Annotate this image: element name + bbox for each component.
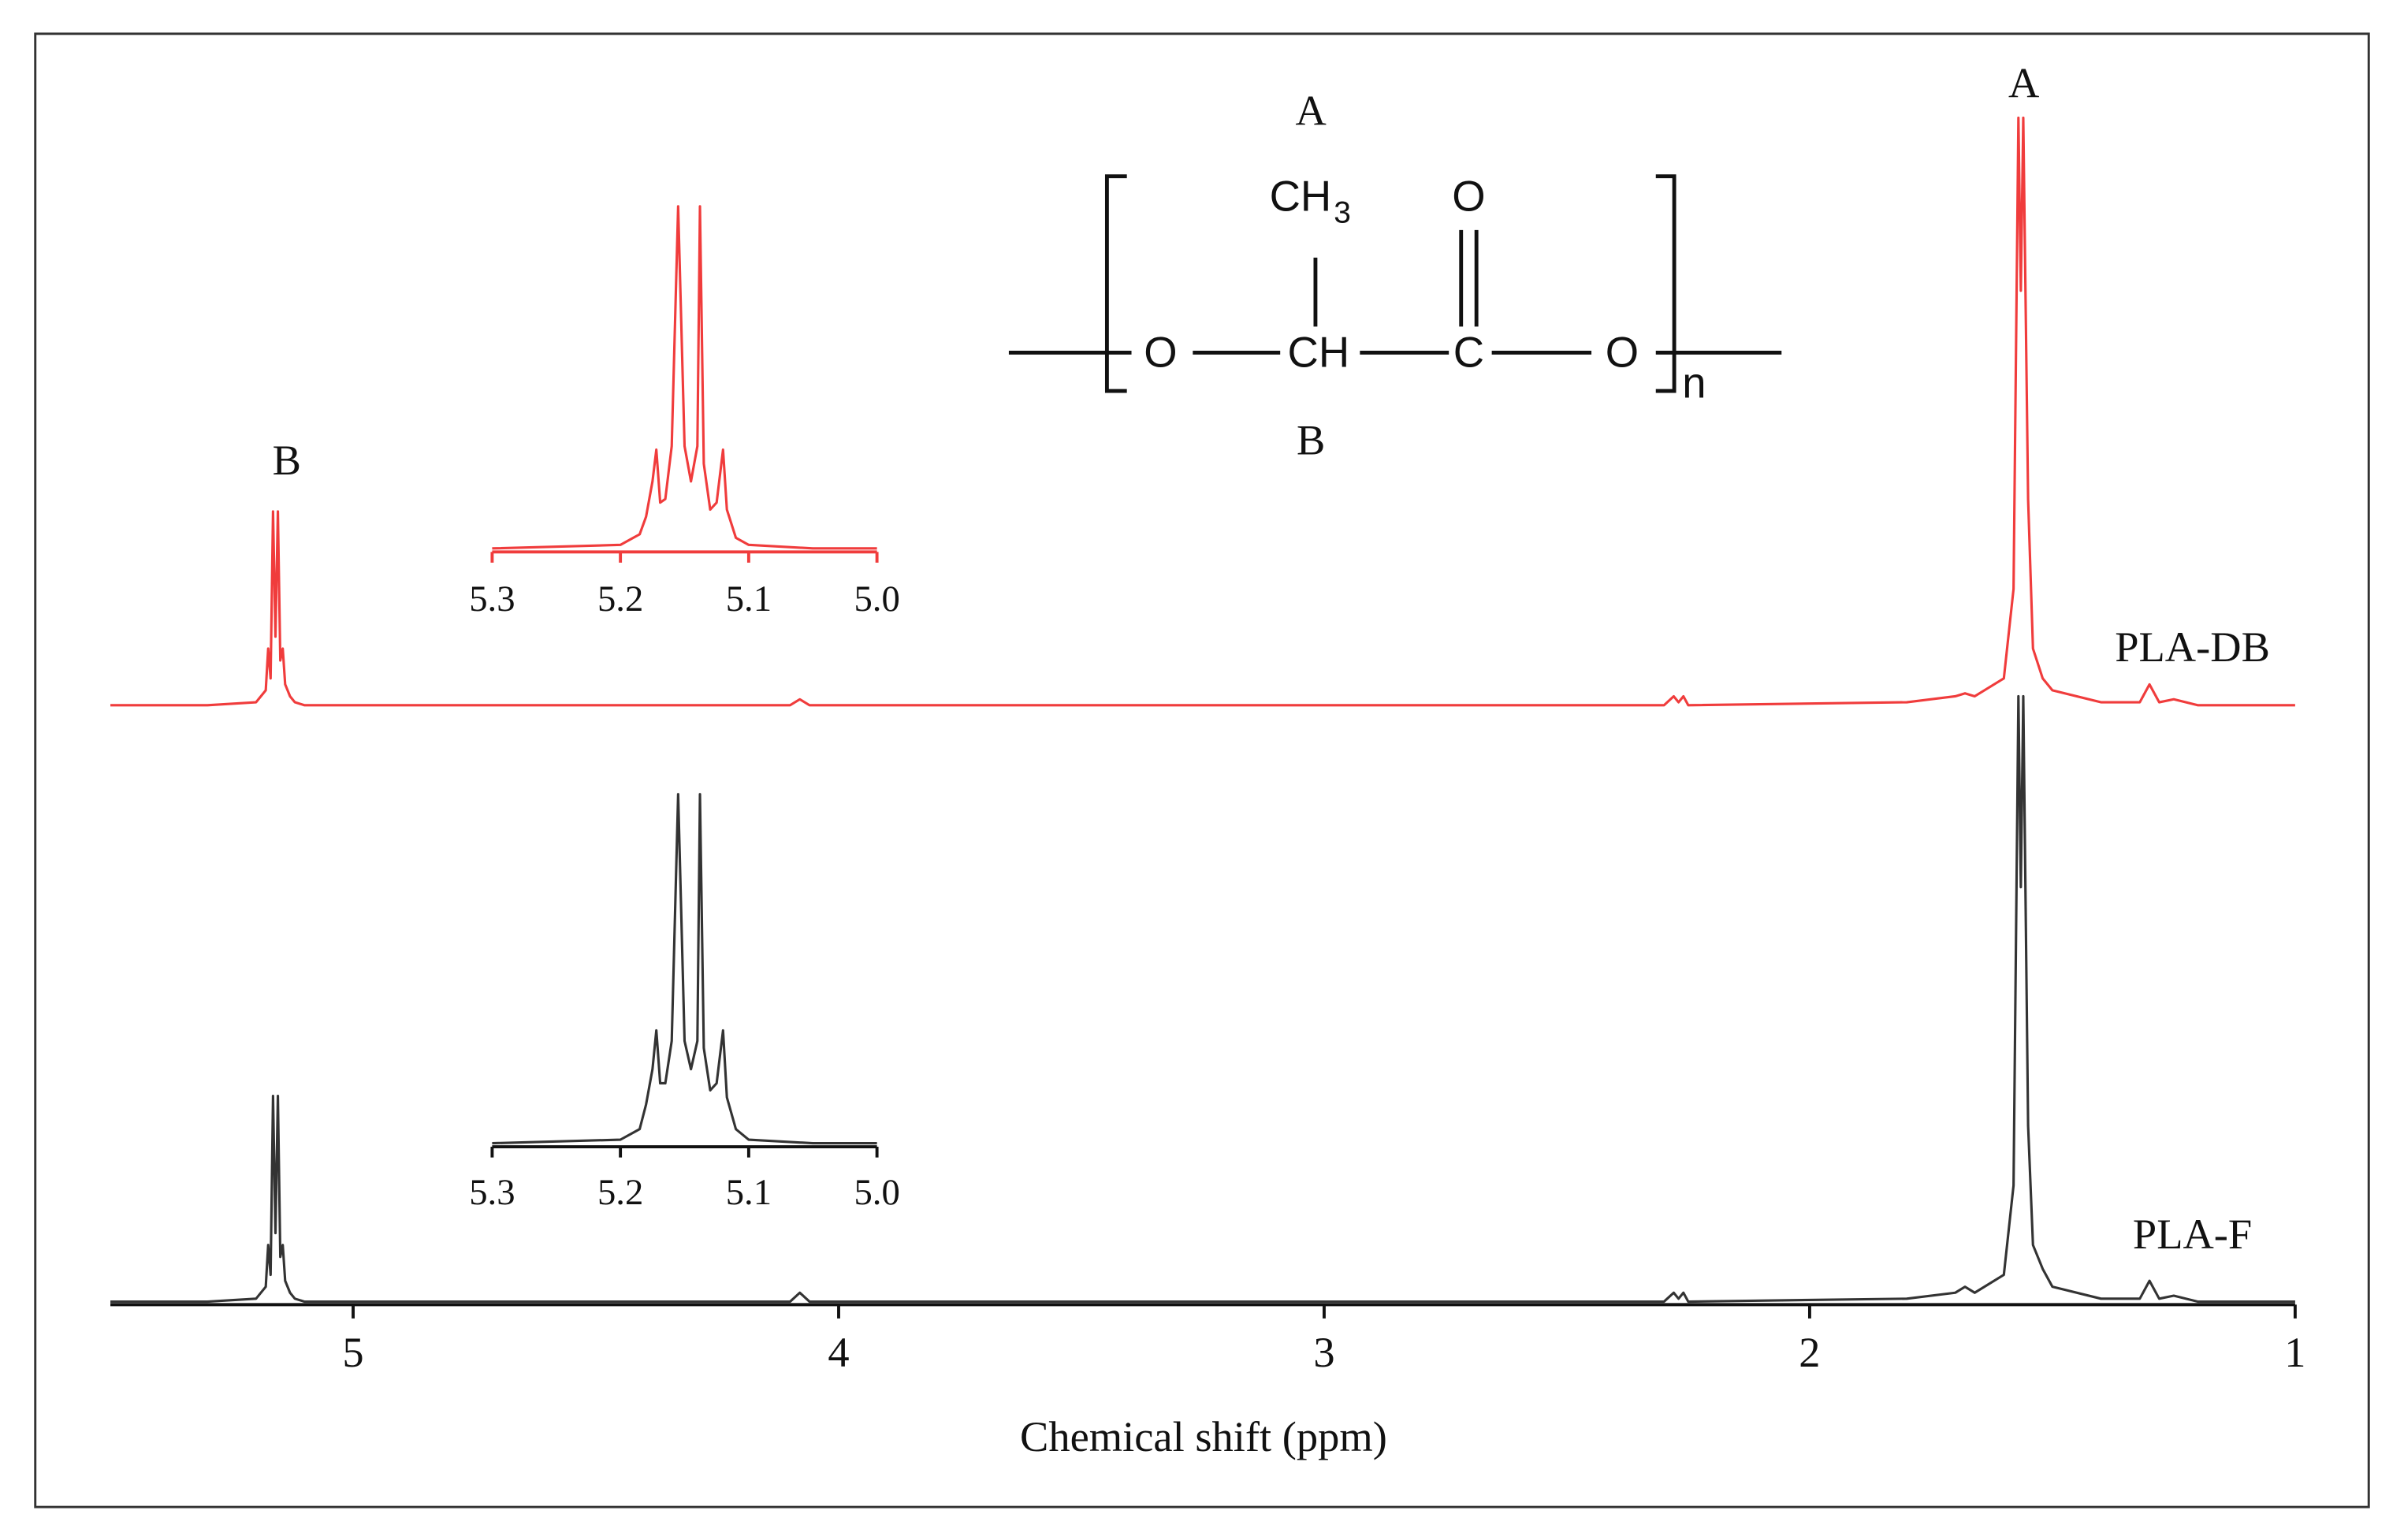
x-tick-label: 5.2 bbox=[597, 578, 643, 619]
spectrum-line bbox=[492, 205, 877, 550]
series-label: PLA-DB bbox=[2115, 623, 2270, 671]
spectrum-line bbox=[492, 793, 877, 1145]
x-tick-label: 5.2 bbox=[597, 1172, 643, 1213]
spectrum-line bbox=[110, 694, 2295, 1304]
x-tick-label: 1 bbox=[2284, 1328, 2305, 1376]
peak-label: B bbox=[273, 436, 301, 484]
x-tick-label: 3 bbox=[1313, 1328, 1334, 1376]
atom-label: n bbox=[1682, 359, 1706, 407]
atom-subscript: 3 bbox=[1334, 196, 1351, 230]
atom-label: CH bbox=[1270, 172, 1332, 220]
x-tick-label: 2 bbox=[1799, 1328, 1820, 1376]
x-tick-label: 4 bbox=[828, 1328, 849, 1376]
frame bbox=[34, 32, 2370, 1508]
structure-label: A bbox=[1295, 86, 1326, 134]
spectrum-line bbox=[110, 116, 2295, 707]
atom-label: CH bbox=[1288, 329, 1350, 377]
x-tick-label: 5 bbox=[342, 1328, 363, 1376]
structure-label: B bbox=[1297, 416, 1325, 464]
atom-label: C bbox=[1453, 329, 1484, 377]
atom-label: O bbox=[1452, 172, 1485, 220]
x-tick-label: 5.3 bbox=[469, 1172, 515, 1213]
x-tick-label: 5.0 bbox=[854, 1172, 899, 1213]
atom-label: O bbox=[1144, 329, 1177, 377]
bonds bbox=[1008, 174, 1782, 393]
x-tick-label: 5.1 bbox=[726, 1172, 772, 1213]
x-tick-label: 5.3 bbox=[469, 578, 515, 619]
atom-label: O bbox=[1606, 329, 1639, 377]
peak-label: A bbox=[2008, 58, 2039, 106]
structure: A B CH 3 O O CH C O n bbox=[1008, 86, 1782, 464]
x-tick-label: 5.1 bbox=[726, 578, 772, 619]
x-tick-label: 5.0 bbox=[854, 578, 899, 619]
labels: A B PLA-DB PLA-F Chemical shift (ppm) bbox=[273, 58, 2270, 1460]
series-label: PLA-F bbox=[2133, 1210, 2252, 1258]
x-axis-label: Chemical shift (ppm) bbox=[1020, 1412, 1387, 1460]
